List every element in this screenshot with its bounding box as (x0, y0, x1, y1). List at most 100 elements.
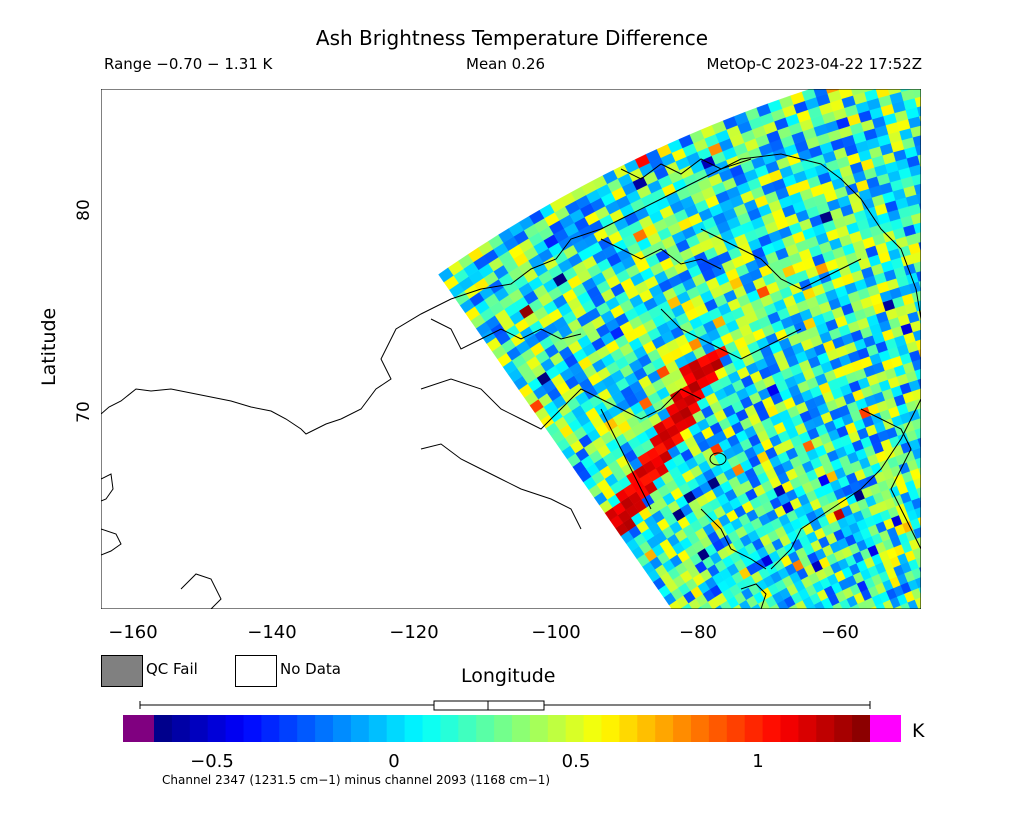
colorbar-cell (279, 715, 298, 742)
colorbar (123, 700, 901, 742)
colorbar-cell (512, 715, 531, 742)
colorbar-cell (368, 715, 388, 742)
swath-pixel (914, 576, 921, 589)
colorbar-cells (154, 715, 871, 742)
swath-pixel (918, 467, 921, 477)
over-swatch (870, 715, 901, 742)
swath-pixel (914, 427, 921, 439)
colorbar-cell (476, 715, 495, 742)
qc-fail-swatch (101, 655, 143, 687)
colorbar-cell (422, 715, 441, 742)
swath-pixel (915, 339, 921, 351)
colorbar-cell (601, 715, 620, 742)
swath-pixel (913, 222, 921, 234)
colorbar-cell (189, 715, 209, 742)
colorbar-cell (726, 715, 746, 742)
map-svg (100, 88, 922, 610)
iqr-box (433, 700, 545, 711)
swath-pixel (826, 89, 840, 94)
swath-pixel (914, 368, 921, 380)
colorbar-cell (243, 715, 262, 742)
swath-pixel (914, 457, 921, 469)
swath-pixel (912, 329, 921, 342)
swath-pixel (913, 260, 921, 273)
colorbar-cell (350, 715, 370, 742)
swath-pixel (917, 437, 921, 448)
coastlines (101, 153, 921, 609)
colorbar-cell (655, 715, 674, 742)
swath-pixel (875, 89, 890, 99)
lon-tick-140: −140 (247, 622, 297, 643)
cbar-tick-05: 0.5 (561, 751, 591, 772)
colorbar-cell (852, 715, 871, 742)
colorbar-cell (583, 715, 603, 742)
swath-pixel (863, 89, 877, 93)
colorbar-cell (547, 715, 567, 742)
colorbar-cell (333, 715, 352, 742)
swath-pixel (914, 506, 921, 519)
channel-footnote: Channel 2347 (1231.5 cm−1) minus channel… (162, 773, 551, 787)
swath-pixel (911, 173, 921, 186)
satellite-time: MetOp-C 2023-04-22 17:52Z (706, 55, 922, 73)
no-data-swatch (235, 655, 277, 687)
colorbar-cell (404, 715, 424, 742)
swath-pixel (917, 407, 921, 419)
swath-pixel (916, 105, 921, 117)
swath-pixel (887, 89, 902, 96)
colorbar-cell (171, 715, 191, 742)
swath-pixel (838, 89, 854, 100)
cbar-tick-1: 1 (752, 751, 764, 772)
colorbar-cell (637, 715, 656, 742)
cbar-tick-0: 0 (388, 751, 400, 772)
colorbar-cell (261, 715, 280, 742)
swath-pixel (900, 89, 913, 93)
swath-pixel (915, 556, 921, 568)
swath-pixel (813, 89, 828, 98)
colorbar-cell (798, 715, 817, 742)
colorbar-unit: K (912, 720, 925, 742)
swath-pixel (912, 134, 921, 147)
swath-pixel (918, 586, 921, 595)
colorbar-cell (834, 715, 853, 742)
swath-pixel (900, 89, 916, 102)
qc-fail-label: QC Fail (146, 660, 198, 678)
swath-pixel (914, 596, 921, 609)
colorbar-cell (529, 715, 549, 742)
colorbar-cell (315, 715, 334, 742)
lon-tick-160: −160 (108, 622, 158, 643)
colorbar-cell (154, 715, 173, 742)
swath-pixel (916, 486, 921, 498)
lon-tick-100: −100 (531, 622, 581, 643)
colorbar-cell (691, 715, 710, 742)
swath-pixel (915, 270, 921, 282)
cbar-tick-neg05: −0.5 (190, 751, 234, 772)
swath-pixel (910, 251, 921, 264)
swath-pixel (912, 89, 921, 99)
colorbar-cell (619, 715, 638, 742)
swath-pixel (918, 280, 921, 290)
swath-pixel (914, 144, 921, 156)
colorbar-cell (494, 715, 513, 742)
lat-tick-80: 80 (74, 199, 94, 221)
swath-pixel (915, 231, 921, 243)
swath-pixel (917, 378, 921, 389)
swath-pixel (914, 96, 921, 108)
swath-pixel (918, 202, 921, 212)
swath-pixel (917, 516, 921, 528)
swath-pixel (801, 89, 817, 102)
colorbar-cell (440, 715, 459, 742)
colorbar-cell (386, 715, 406, 742)
swath-pixel (917, 154, 921, 165)
swath-pixel (913, 526, 921, 539)
colorbar-cell (708, 715, 728, 742)
lon-tick-120: −120 (389, 622, 439, 643)
colorbar-cell (780, 715, 799, 742)
colorbar-cell (816, 715, 835, 742)
range-stat: Range −0.70 − 1.31 K (104, 55, 273, 73)
swath-pixel (916, 192, 921, 204)
swath-pixel (918, 348, 921, 360)
colorbar-cell (565, 715, 585, 742)
swath-pixel (864, 89, 879, 102)
map-plot (100, 88, 922, 610)
colorbar-cell (458, 715, 477, 742)
